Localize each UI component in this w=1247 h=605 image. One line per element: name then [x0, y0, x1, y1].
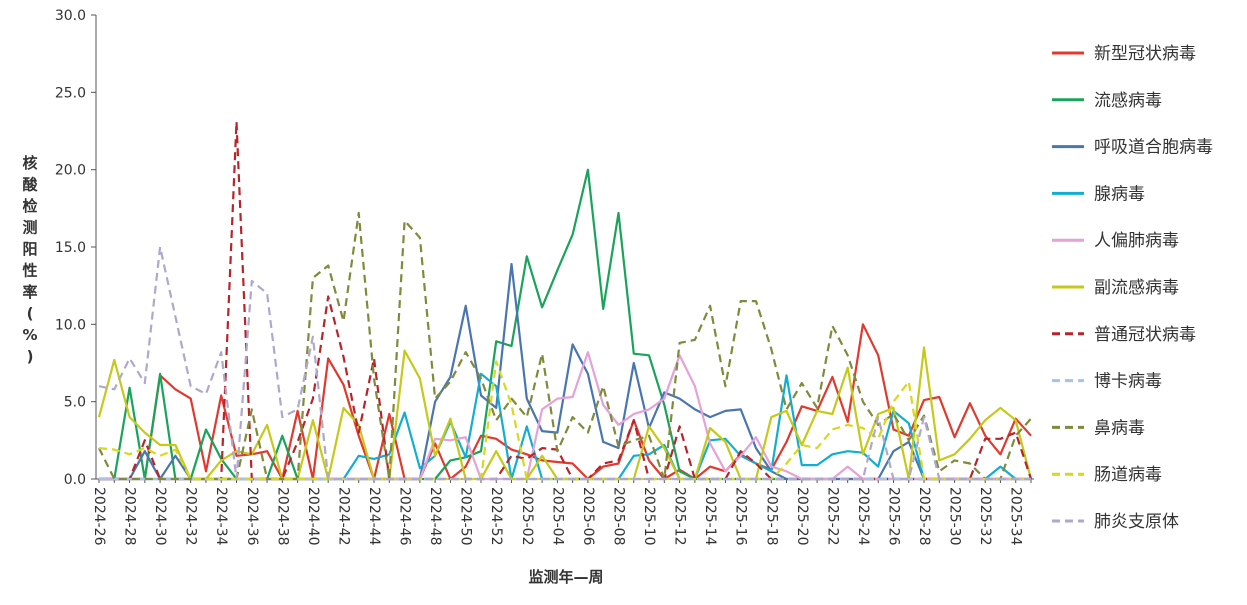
series-line-9: [98, 360, 1031, 481]
series-line-0: [99, 323, 1032, 481]
y-axis-title: 核酸检测阳性率 (%): [22, 154, 38, 366]
x-tick-label: 2025-16: [733, 487, 749, 546]
x-tick-label: 2024-42: [335, 487, 351, 546]
x-tick-label: 2024-48: [427, 487, 443, 546]
y-axis-title-char: 测: [22, 219, 37, 237]
x-tick-label: 2024-38: [274, 487, 290, 546]
y-axis-title-char: 核: [22, 154, 37, 172]
y-axis-title-char: (: [27, 305, 34, 323]
legend-label-9: 肠道病毒: [1094, 465, 1162, 485]
y-tick-label: 30.0: [55, 8, 86, 24]
y-axis-title-char: 阳: [22, 240, 37, 258]
series-line-6: [99, 120, 1033, 481]
x-tick-label: 2025-02: [519, 487, 535, 546]
legend-label-7: 博卡病毒: [1094, 372, 1162, 392]
x-axis-title: 监测年—周: [528, 568, 603, 586]
legend-label-2: 呼吸道合胞病毒: [1094, 138, 1213, 158]
x-tick-label: 2024-50: [458, 487, 474, 546]
x-tick-label: 2024-32: [183, 487, 199, 546]
x-tick-label: 2024-44: [366, 487, 382, 546]
y-tick-label: 25.0: [55, 85, 86, 101]
y-axis-title-char: 酸: [22, 176, 38, 194]
x-tick-label: 2025-22: [824, 487, 840, 546]
y-axis-title-char: 率: [22, 283, 37, 301]
series-line-8: [98, 211, 1032, 481]
legend-label-8: 鼻病毒: [1094, 418, 1145, 438]
legend-label-4: 人偏肺病毒: [1094, 231, 1179, 251]
x-tick-label: 2025-18: [763, 487, 779, 546]
x-tick-label: 2025-24: [855, 487, 871, 546]
legend-label-3: 腺病毒: [1094, 184, 1145, 204]
x-tick-label: 2025-30: [947, 487, 963, 546]
series-line-4: [99, 351, 1031, 481]
x-tick-label: 2025-10: [641, 487, 657, 546]
legend-label-5: 副流感病毒: [1094, 278, 1179, 298]
x-tick-label: 2025-08: [610, 487, 626, 546]
y-axis-title-char: ): [27, 348, 34, 366]
x-tick-label: 2025-26: [885, 487, 901, 546]
y-axis-title-char: 检: [22, 197, 37, 215]
y-tick-label: 15.0: [55, 240, 86, 256]
y-axis-title-char: %: [22, 326, 37, 344]
legend-label-1: 流感病毒: [1094, 91, 1162, 111]
legend-label-10: 肺炎支原体: [1094, 512, 1179, 532]
y-axis-title-char: 性: [22, 262, 37, 280]
x-tick-label: 2024-30: [152, 487, 168, 546]
x-tick-label: 2024-34: [213, 487, 229, 546]
y-tick-label: 0.0: [64, 472, 86, 488]
x-tick-label: 2025-14: [702, 487, 718, 546]
legend-label-0: 新型冠状病毒: [1094, 44, 1196, 64]
y-tick-label: 5.0: [64, 395, 86, 411]
x-tick-label: 2024-40: [305, 487, 321, 546]
x-tick-label: 2024-26: [91, 487, 107, 546]
x-tick-label: 2025-06: [580, 487, 596, 546]
legend: 新型冠状病毒流感病毒呼吸道合胞病毒腺病毒人偏肺病毒副流感病毒普通冠状病毒博卡病毒…: [1052, 44, 1213, 532]
y-tick-label: 10.0: [55, 317, 86, 333]
x-tick-label: 2024-28: [122, 487, 138, 546]
legend-label-6: 普通冠状病毒: [1094, 325, 1196, 345]
series-line-10: [98, 245, 1031, 481]
x-tick-label: 2025-20: [794, 487, 810, 546]
x-tick-label: 2024-52: [488, 487, 504, 546]
x-tick-label: 2025-34: [1008, 487, 1024, 546]
x-tick-label: 2025-28: [916, 487, 932, 546]
y-tick-label: 20.0: [55, 163, 86, 179]
series-layer: [97, 120, 1033, 481]
x-tick-label: 2025-32: [977, 487, 993, 546]
x-tick-label: 2025-04: [549, 487, 565, 546]
axes-layer: 0.0 5.0 10.0 15.0 20.0 25.0 30.0 2024-26 2024-28…: [55, 8, 1034, 546]
x-tick-label: 2024-36: [244, 487, 260, 546]
x-tick-label: 2024-46: [397, 487, 413, 546]
x-tick-label: 2025-12: [672, 487, 688, 546]
series-line-2: [99, 262, 1031, 481]
